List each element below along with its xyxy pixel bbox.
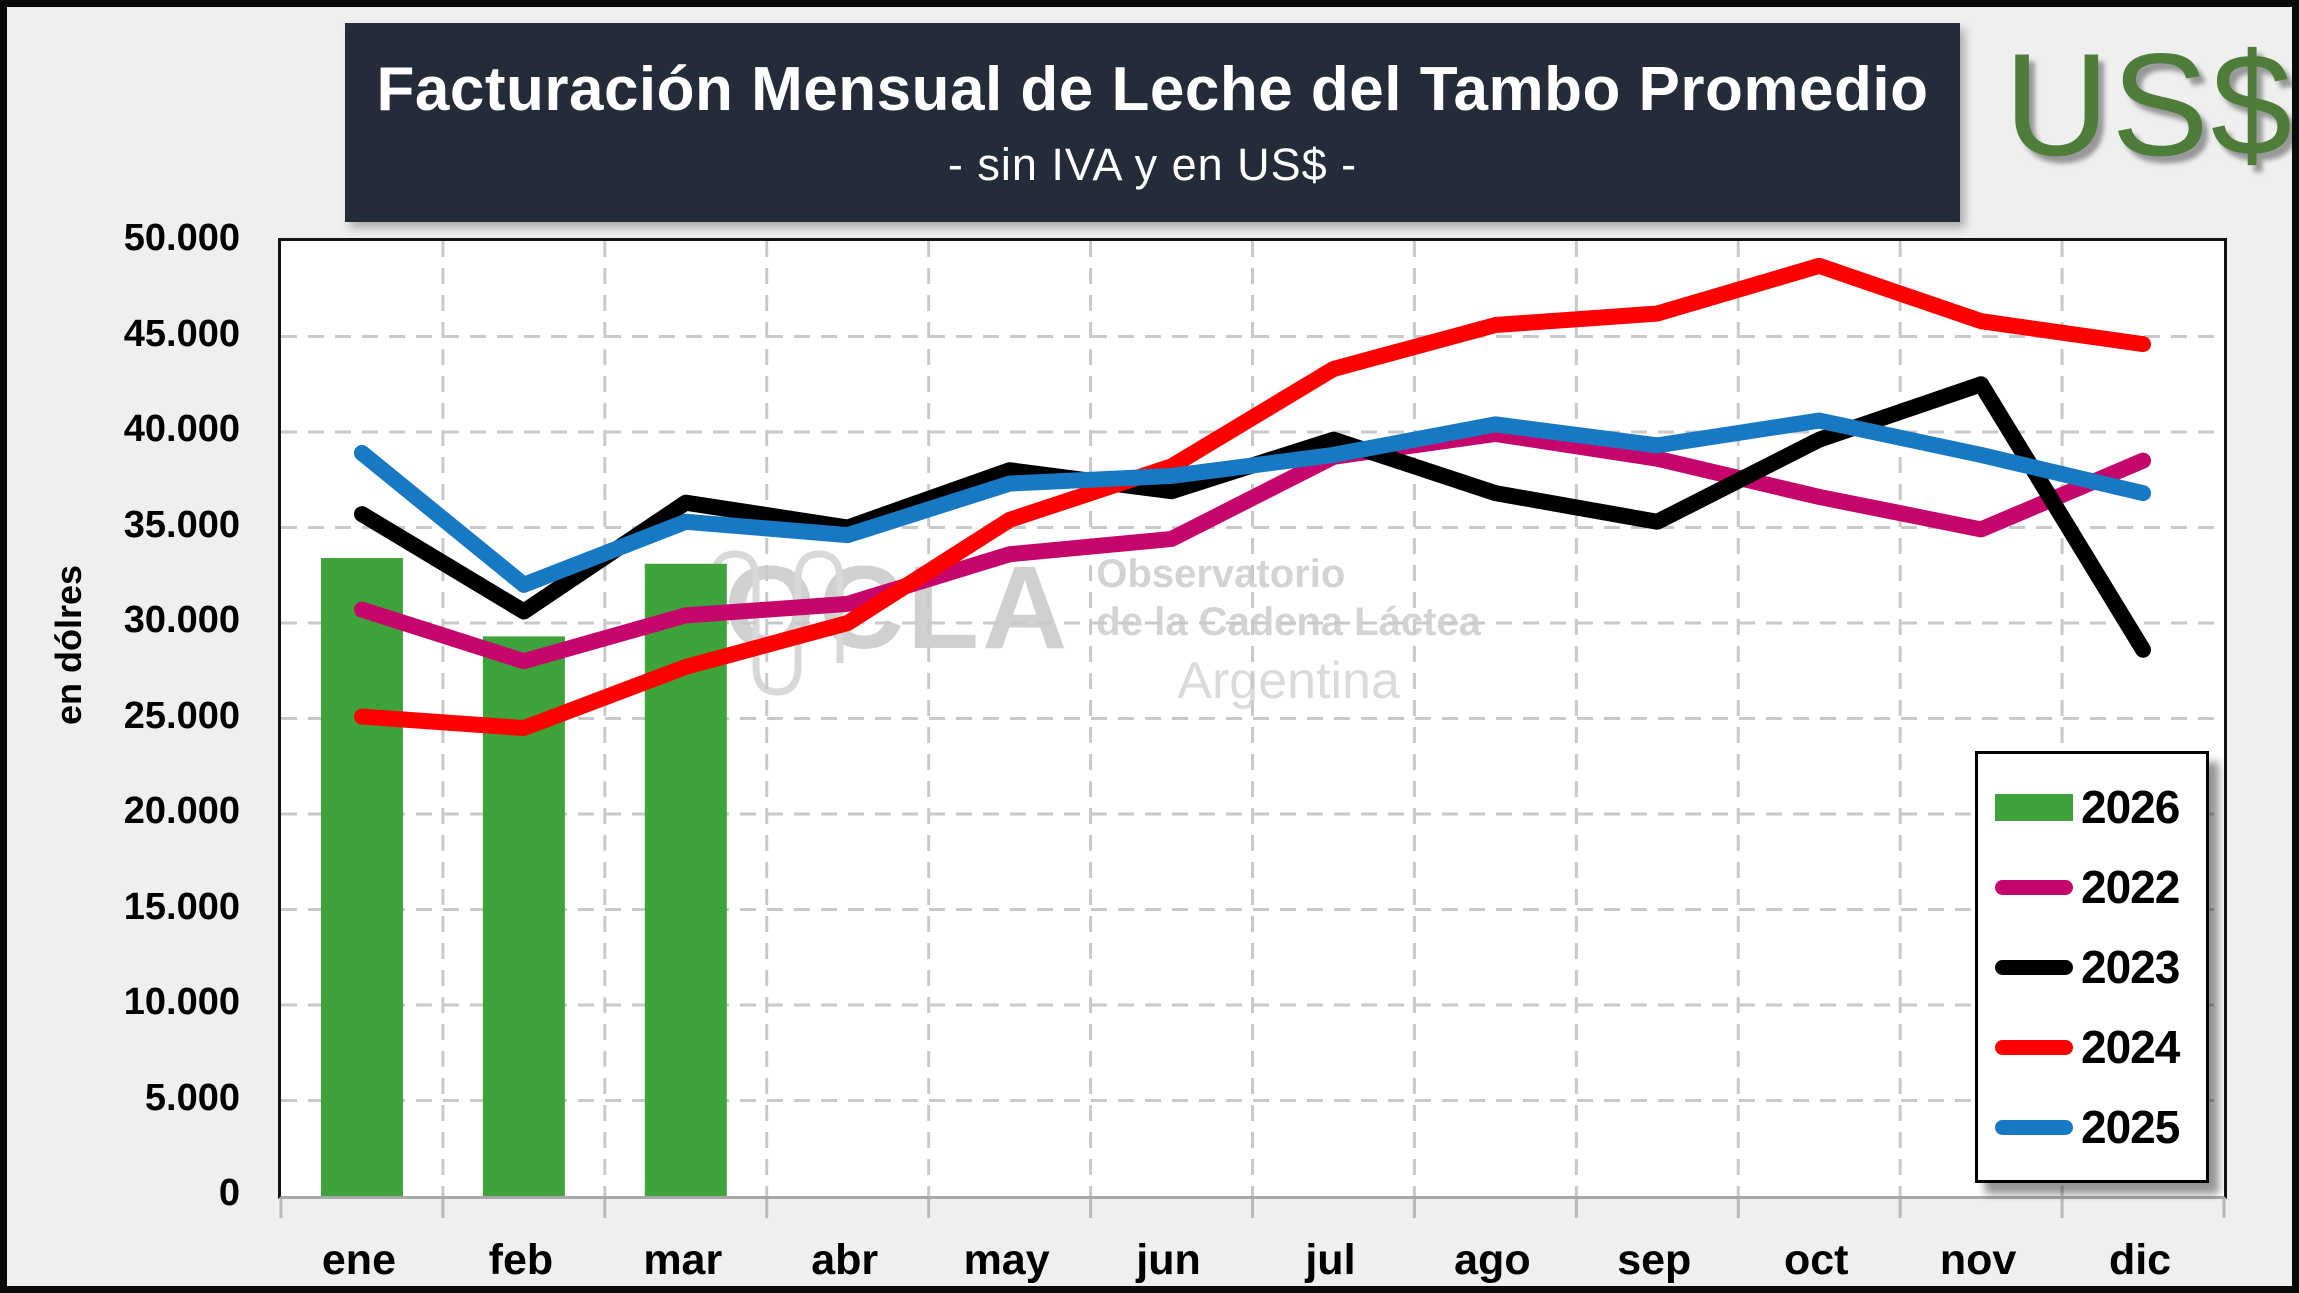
legend-bar-swatch-2026 bbox=[1995, 793, 2073, 821]
x-tick-label-oct: oct bbox=[1783, 1236, 1849, 1284]
y-tick-label-25.000: 25.000 bbox=[123, 694, 240, 737]
x-tick-label-ago: ago bbox=[1454, 1236, 1531, 1284]
line-series-2022 bbox=[353, 425, 2152, 670]
chart-subtitle: - sin IVA y en US$ - bbox=[947, 139, 1358, 190]
plot-area: OCLA Observatorio de la Cadena Láctea Ar… bbox=[278, 238, 2227, 1218]
chart-canvas bbox=[279, 241, 2226, 1218]
ocla-line1: Observatorio bbox=[1096, 552, 1346, 596]
legend-line-swatch-2024 bbox=[1995, 1039, 2073, 1055]
legend-item-2026: 2026 bbox=[1978, 780, 2206, 834]
usd-badge: US$ bbox=[2003, 23, 2294, 186]
legend-item-2023: 2023 bbox=[1978, 940, 2206, 994]
legend-item-2024: 2024 bbox=[1978, 1020, 2206, 1074]
legend-label-2024: 2024 bbox=[2081, 1021, 2180, 1073]
legend-line-swatch-2023 bbox=[1995, 959, 2073, 975]
x-tick-label-dic: dic bbox=[2108, 1236, 2172, 1284]
legend-item-2022: 2022 bbox=[1978, 860, 2206, 914]
x-tick-label-feb: feb bbox=[488, 1236, 554, 1284]
x-tick-label-abr: abr bbox=[811, 1236, 879, 1284]
chart-legend: 2026 2022 2023 2024 2025 bbox=[1975, 751, 2209, 1183]
y-tick-label-15.000: 15.000 bbox=[123, 885, 240, 928]
y-tick-label-0: 0 bbox=[218, 1172, 240, 1214]
x-tick-label-may: may bbox=[963, 1236, 1050, 1284]
y-tick-label-35.000: 35.000 bbox=[123, 503, 240, 546]
legend-line-swatch-2025 bbox=[1995, 1119, 2073, 1135]
y-tick-label-20.000: 20.000 bbox=[123, 790, 240, 832]
legend-label-2023: 2023 bbox=[2081, 941, 2180, 993]
line-series-2025 bbox=[353, 412, 2152, 593]
legend-label-2025: 2025 bbox=[2081, 1101, 2180, 1153]
y-tick-label-45.000: 45.000 bbox=[123, 312, 240, 355]
ocla-line3: Argentina bbox=[1177, 652, 1400, 710]
y-tick-label-30.000: 30.000 bbox=[123, 599, 240, 641]
line-series-2024 bbox=[353, 257, 2152, 737]
y-tick-label-10.000: 10.000 bbox=[123, 981, 240, 1023]
legend-line-swatch-2022 bbox=[1995, 879, 2073, 895]
bar-2026-ene bbox=[320, 558, 403, 1196]
x-tick-label-ene: ene bbox=[321, 1236, 396, 1284]
x-tick-label-nov: nov bbox=[1939, 1236, 2017, 1284]
chart-title: Facturación Mensual de Leche del Tambo P… bbox=[376, 55, 1929, 124]
ocla-wave-icon bbox=[710, 550, 844, 696]
legend-item-2025: 2025 bbox=[1978, 1100, 2206, 1154]
x-tick-label-sep: sep bbox=[1617, 1236, 1692, 1284]
ocla-watermark: OCLA Observatorio de la Cadena Láctea Ar… bbox=[706, 528, 1481, 712]
title-banner: Facturación Mensual de Leche del Tambo P… bbox=[345, 23, 1960, 222]
y-tick-label-40.000: 40.000 bbox=[123, 408, 240, 450]
y-tick-label-50.000: 50.000 bbox=[123, 217, 240, 259]
legend-label-2022: 2022 bbox=[2081, 861, 2180, 913]
x-tick-label-jul: jul bbox=[1305, 1236, 1356, 1284]
y-tick-label-5.000: 5.000 bbox=[144, 1076, 240, 1119]
x-tick-label-mar: mar bbox=[643, 1236, 723, 1284]
x-tick-label-jun: jun bbox=[1136, 1236, 1201, 1284]
legend-label-2026: 2026 bbox=[2081, 781, 2180, 833]
